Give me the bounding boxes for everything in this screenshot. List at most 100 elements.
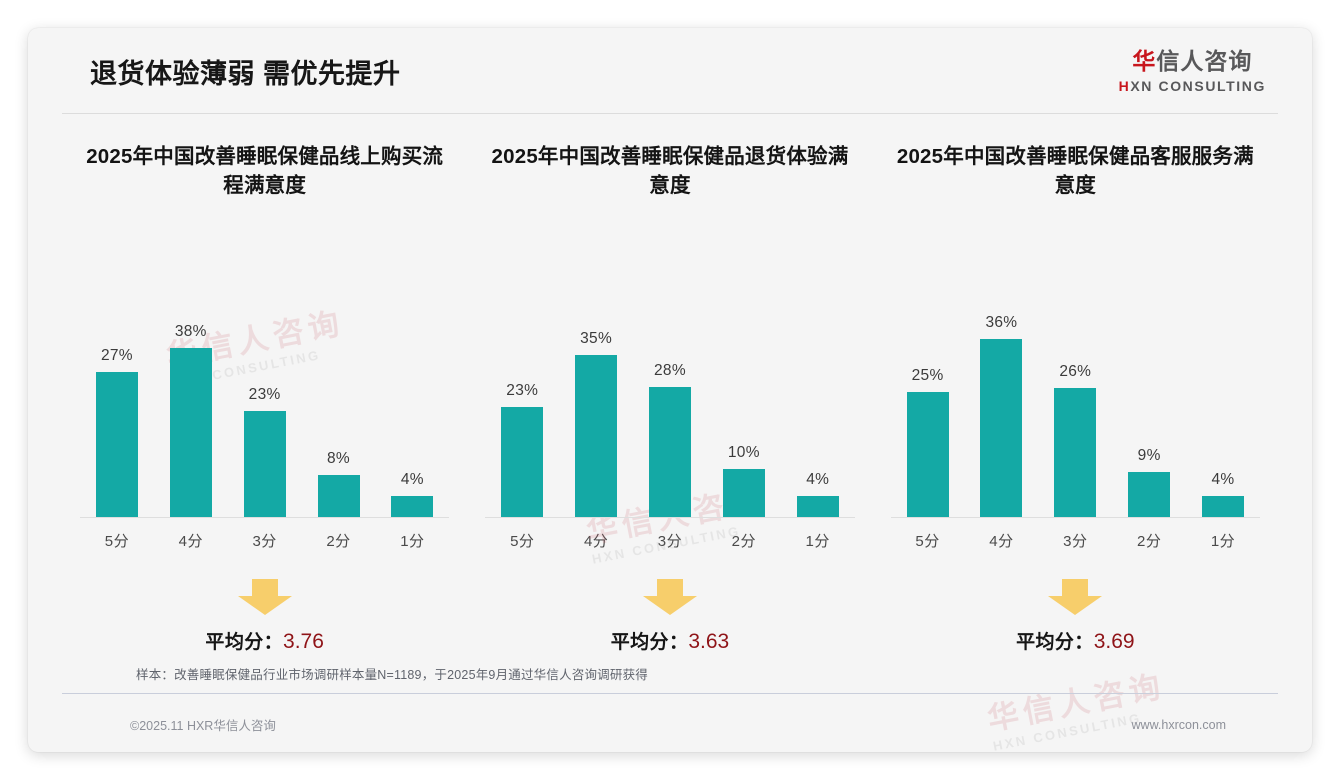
bar-value-label: 4% xyxy=(806,471,830,488)
logo-chinese: 华信人咨询 xyxy=(1132,47,1253,74)
bar-slot: 10% xyxy=(709,266,779,517)
logo-english: HXN CONSULTING xyxy=(1119,79,1266,93)
bar-slot: 23% xyxy=(487,266,557,517)
axis-tick-label: 1分 xyxy=(805,533,830,550)
bar xyxy=(575,355,618,517)
average-score-value: 3.69 xyxy=(1093,630,1135,653)
bar-value-label: 27% xyxy=(100,347,133,364)
average-score-block: 平均分：3.63 xyxy=(485,577,854,654)
average-score-block: 平均分：3.69 xyxy=(891,577,1260,654)
chart-plot-area: 25% 36% 26% 9% 4% xyxy=(890,266,1260,518)
bar-value-label: 28% xyxy=(654,362,686,379)
chart-panel-customer-service: 华信人咨询 HXN CONSULTING 2025年中国改善睡眠保健品客服服务满… xyxy=(873,142,1278,752)
bar-value-label: 8% xyxy=(327,450,351,467)
axis-tick-label: 3分 xyxy=(252,533,277,550)
bar-slot: 35% xyxy=(561,266,631,517)
chart-plot-area: 27% 38% 23% 8% 4% xyxy=(80,266,450,518)
average-score-value: 3.63 xyxy=(688,630,730,653)
axis-tick-label: 1分 xyxy=(1210,533,1236,550)
chart-title: 2025年中国改善睡眠保健品客服服务满意度 xyxy=(896,145,1254,198)
bar-value-label: 4% xyxy=(400,471,424,488)
axis-tick-label: 4分 xyxy=(583,533,609,550)
logo-chinese-rest: 信人咨询 xyxy=(1156,47,1253,74)
bar xyxy=(980,339,1023,517)
bar-slot: 8% xyxy=(303,266,373,517)
average-score-label: 平均分： xyxy=(205,632,284,653)
brand-logo: 华信人咨询 HXN CONSULTING xyxy=(1119,47,1274,93)
bar xyxy=(1202,496,1245,517)
bar-value-label: 26% xyxy=(1059,363,1092,380)
bar-slot: 26% xyxy=(1040,266,1110,517)
chart-title: 2025年中国改善睡眠保健品线上购买流程满意度 xyxy=(86,145,444,198)
chart-plot-area: 23% 35% 28% 10% 4% xyxy=(485,266,855,518)
axis-tick-label: 2分 xyxy=(326,533,351,550)
sample-footnote: 样本：改善睡眠保健品行业市场调研样本量N=1189，于2025年9月通过华信人咨… xyxy=(136,668,648,682)
bar xyxy=(317,475,360,517)
slide-footer: ©2025.11 HXR华信人咨询 www.hxrcon.com xyxy=(62,715,1278,734)
bar-slot: 28% xyxy=(635,266,705,517)
bar xyxy=(906,392,949,517)
bar xyxy=(722,469,765,517)
bar-value-label: 35% xyxy=(580,330,613,347)
axis-tick-label: 4分 xyxy=(989,533,1014,550)
axis-tick-label: 5分 xyxy=(104,533,130,550)
bar-slot: 38% xyxy=(156,266,226,517)
bar xyxy=(169,348,212,517)
chart-panel-return-experience: 华信人咨询 HXN CONSULTING 2025年中国改善睡眠保健品退货体验满… xyxy=(467,142,872,654)
bar-slot: 27% xyxy=(82,266,152,517)
chart-panel-purchase-flow: 华信人咨询 HXN CONSULTING 2025年中国改善睡眠保健品线上购买流… xyxy=(62,142,467,654)
bar xyxy=(1054,388,1097,517)
bar-value-label: 4% xyxy=(1211,471,1235,488)
bar xyxy=(391,496,434,517)
bar-slot: 4% xyxy=(1188,266,1258,517)
down-arrow-icon xyxy=(1048,579,1103,615)
bar-slot: 9% xyxy=(1114,266,1184,517)
bar-slot: 36% xyxy=(966,266,1036,517)
axis-tick-label: 3分 xyxy=(1063,533,1088,550)
chart-x-axis: 5分 4分 3分 2分 1分 xyxy=(80,518,449,551)
bar-slot: 4% xyxy=(783,266,853,517)
average-score-label: 平均分： xyxy=(610,632,689,653)
logo-english-rest: XN CONSULTING xyxy=(1130,77,1266,94)
axis-tick-label: 3分 xyxy=(657,533,683,550)
website-link[interactable]: www.hxrcon.com xyxy=(1131,717,1226,732)
average-score-block: 平均分：3.76 xyxy=(80,577,449,654)
bar-value-label: 23% xyxy=(506,382,539,399)
chart-title: 2025年中国改善睡眠保健品退货体验满意度 xyxy=(491,145,849,198)
bar xyxy=(501,407,544,517)
bar xyxy=(648,387,691,517)
average-score-value: 3.76 xyxy=(283,630,324,653)
chart-x-axis: 5分 4分 3分 2分 1分 xyxy=(891,518,1260,551)
bar-value-label: 25% xyxy=(911,367,944,384)
bar xyxy=(243,411,286,517)
down-arrow-icon xyxy=(642,579,697,615)
footnote-container: 样本：改善睡眠保健品行业市场调研样本量N=1189，于2025年9月通过华信人咨… xyxy=(62,664,1278,694)
logo-chinese-red: 华 xyxy=(1132,47,1157,74)
bar-value-label: 23% xyxy=(248,386,281,403)
chart-x-axis: 5分 4分 3分 2分 1分 xyxy=(485,518,854,551)
axis-tick-label: 2分 xyxy=(1136,533,1162,550)
down-arrow-icon xyxy=(237,579,292,615)
bar-slot: 4% xyxy=(377,266,447,517)
bar-slot: 25% xyxy=(893,266,963,517)
axis-tick-label: 2分 xyxy=(731,533,756,550)
logo-english-red: H xyxy=(1118,77,1131,94)
average-score-line: 平均分：3.69 xyxy=(1016,627,1134,654)
page-title: 退货体验薄弱 需优先提升 xyxy=(90,58,401,89)
axis-tick-label: 1分 xyxy=(400,533,425,550)
bar-value-label: 9% xyxy=(1137,447,1161,464)
bar-value-label: 36% xyxy=(985,314,1018,331)
axis-tick-label: 5分 xyxy=(915,533,940,550)
axis-tick-label: 4分 xyxy=(178,533,203,550)
bar xyxy=(1128,472,1171,517)
slide-card: 退货体验薄弱 需优先提升 华信人咨询 HXN CONSULTING 华信人咨询 … xyxy=(28,28,1312,752)
copyright-text: ©2025.11 HXR华信人咨询 xyxy=(130,719,276,733)
bar xyxy=(95,372,138,517)
bar-value-label: 10% xyxy=(727,444,760,461)
average-score-label: 平均分： xyxy=(1016,632,1094,653)
bar-value-label: 38% xyxy=(174,323,207,340)
bar-slot: 23% xyxy=(230,266,300,517)
bar xyxy=(796,496,839,517)
slide-header: 退货体验薄弱 需优先提升 华信人咨询 HXN CONSULTING xyxy=(28,28,1312,114)
axis-tick-label: 5分 xyxy=(510,533,535,550)
